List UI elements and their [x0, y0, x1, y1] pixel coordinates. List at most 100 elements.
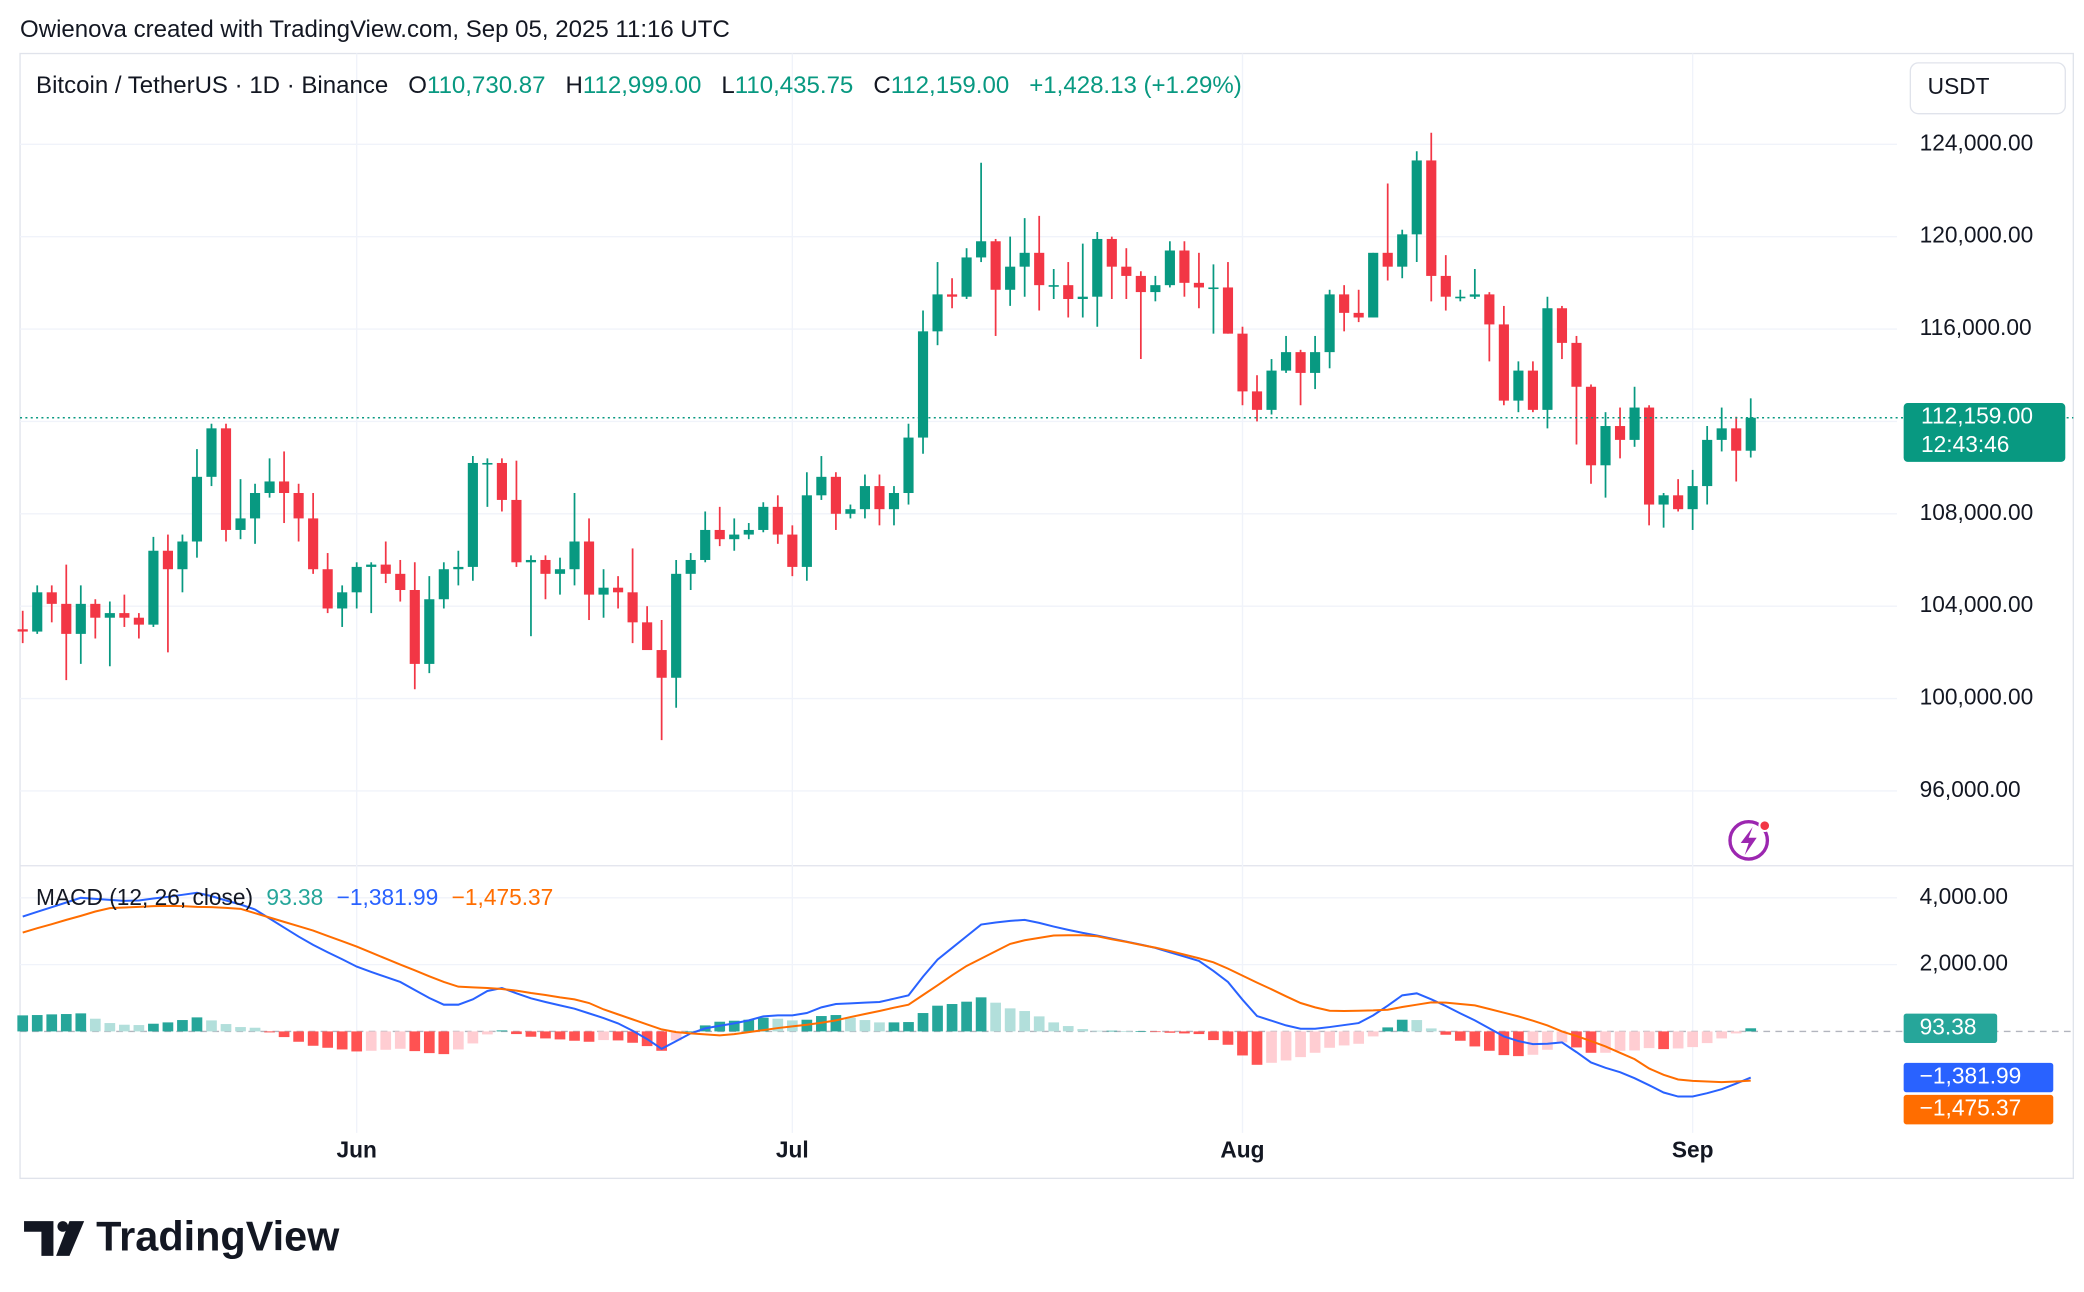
- histogram-bar: [467, 1031, 479, 1044]
- histogram-bar: [511, 1031, 522, 1035]
- candle-body: [1063, 285, 1074, 300]
- histogram-bar: [394, 1031, 406, 1049]
- histogram-bar: [1280, 1031, 1292, 1061]
- logo-text: TradingView: [96, 1214, 340, 1260]
- histogram-bar: [1164, 1031, 1176, 1033]
- x-tick-label: Jul: [776, 1137, 809, 1163]
- histogram-bar: [293, 1031, 304, 1042]
- candle-body: [583, 541, 595, 595]
- candle-body: [598, 587, 609, 595]
- histogram-bar: [177, 1020, 188, 1032]
- histogram-bar: [1324, 1031, 1335, 1048]
- x-tick-label: Jun: [337, 1137, 377, 1163]
- candle-body: [1005, 266, 1016, 290]
- currency-button[interactable]: [1909, 62, 2066, 115]
- candle-body: [816, 476, 827, 496]
- histogram-bar: [656, 1031, 667, 1051]
- candle-body: [1629, 407, 1640, 440]
- macd-box-label: −1,381.99: [1920, 1063, 2022, 1089]
- candle-body: [1266, 370, 1277, 410]
- candle-body: [1150, 285, 1161, 293]
- candle-body: [1251, 391, 1263, 410]
- macd-value: −1,381.99: [337, 884, 439, 910]
- currency[interactable]: USDT: [1928, 73, 1990, 99]
- histogram-bar: [1091, 1030, 1103, 1032]
- symbol: Bitcoin / TetherUS · 1D · Binance: [36, 72, 388, 99]
- candle-body: [1498, 324, 1509, 401]
- ohlc-label: L: [721, 72, 734, 99]
- candle-body: [1034, 252, 1045, 286]
- logo: TradingView: [24, 1214, 340, 1260]
- candle-body: [1382, 252, 1393, 267]
- histogram-bar: [351, 1031, 363, 1052]
- histogram-bar: [1687, 1031, 1698, 1048]
- candle-body: [1339, 294, 1350, 313]
- candle-body: [961, 257, 972, 297]
- histogram-bar: [743, 1019, 755, 1032]
- alert-icon[interactable]: [1728, 819, 1772, 861]
- candle-body: [1426, 160, 1437, 276]
- histogram-bar: [249, 1027, 261, 1032]
- candle-body: [656, 650, 667, 678]
- candle-body: [1469, 294, 1480, 297]
- candle-body: [1208, 287, 1219, 290]
- y-tick-label: 4,000.00: [1920, 883, 2008, 909]
- histogram-bar: [133, 1025, 145, 1032]
- histogram-bar: [31, 1015, 43, 1032]
- histogram-box: [1903, 1013, 1998, 1043]
- candle-body: [1222, 287, 1234, 334]
- candle-body: [1484, 294, 1495, 325]
- histogram-bar: [423, 1031, 435, 1054]
- histogram-box-label: 93.38: [1920, 1013, 1977, 1039]
- histogram-bar: [1542, 1031, 1553, 1050]
- candle-body: [787, 534, 798, 567]
- candle-body: [1571, 342, 1582, 387]
- histogram-bar: [1004, 1008, 1016, 1032]
- histogram-bar: [1643, 1031, 1655, 1049]
- candle-body: [569, 541, 580, 570]
- histogram-bar: [322, 1031, 333, 1048]
- candle-body: [671, 573, 682, 678]
- histogram-bar: [17, 1015, 29, 1032]
- candle-body: [1019, 252, 1030, 267]
- candle-body: [424, 599, 435, 664]
- y-tick-label: 120,000.00: [1920, 222, 2034, 248]
- candle-body: [888, 493, 900, 510]
- histogram-bar: [1106, 1030, 1118, 1032]
- candle-body: [206, 428, 217, 477]
- ohlc-label: O: [408, 72, 427, 99]
- candle-body: [917, 331, 929, 438]
- histogram-bar: [89, 1018, 101, 1032]
- candle-body: [613, 587, 624, 593]
- histogram-bar: [1367, 1031, 1379, 1037]
- candle-body: [61, 603, 72, 634]
- candle-body: [249, 493, 261, 519]
- candle-body: [1527, 370, 1538, 410]
- histogram-bar: [670, 1031, 682, 1041]
- x-tick-label: Sep: [1672, 1137, 1714, 1163]
- candle-body: [1237, 333, 1248, 392]
- histogram-bar: [569, 1031, 580, 1041]
- histogram-bar: [380, 1031, 392, 1050]
- signal-box: [1903, 1094, 2054, 1125]
- candle-body: [1092, 238, 1103, 297]
- candle-body: [1673, 495, 1684, 510]
- candle-body: [308, 518, 319, 570]
- histogram-bar: [1179, 1031, 1190, 1034]
- candle-body: [845, 509, 856, 514]
- histogram-bar: [1266, 1031, 1277, 1063]
- histogram-bar: [104, 1023, 116, 1032]
- histogram-bar: [1469, 1031, 1481, 1047]
- histogram-bar: [235, 1027, 246, 1032]
- candle-body: [946, 294, 958, 297]
- histogram-bar: [1120, 1031, 1132, 1032]
- histogram-bar: [612, 1031, 624, 1041]
- histogram-bar: [1716, 1031, 1728, 1039]
- candle-body: [1644, 407, 1655, 505]
- histogram-bar: [1135, 1031, 1147, 1032]
- candle-body: [874, 486, 885, 510]
- candle-body: [1542, 308, 1553, 410]
- candle-body: [1397, 234, 1408, 267]
- candle-body: [104, 613, 115, 618]
